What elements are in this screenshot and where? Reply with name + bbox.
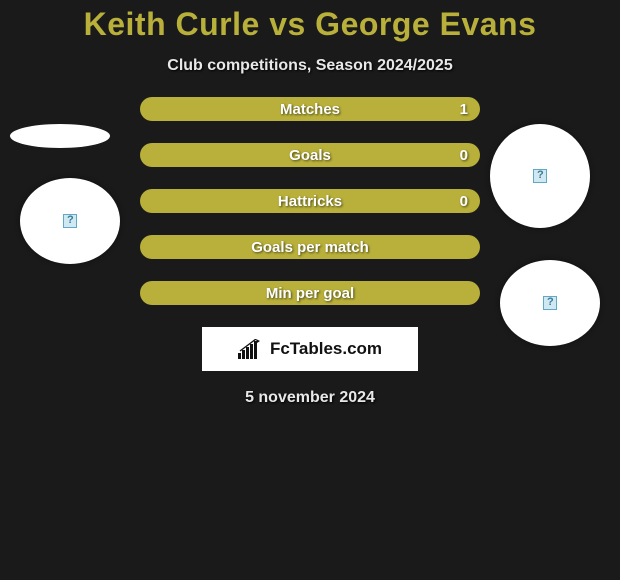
player-avatar-right-top	[490, 124, 590, 228]
decorative-ellipse	[10, 124, 110, 148]
stat-label: Matches	[280, 101, 340, 118]
stat-label: Hattricks	[278, 193, 342, 210]
avatar-placeholder-icon	[63, 214, 77, 228]
stat-right-value: 0	[460, 193, 468, 210]
update-date: 5 november 2024	[0, 389, 620, 407]
stat-label: Goals	[289, 147, 331, 164]
player-avatar-left	[20, 178, 120, 264]
stat-row-goals: Goals 0	[140, 143, 480, 167]
stat-row-goals-per-match: Goals per match	[140, 235, 480, 259]
stat-row-min-per-goal: Min per goal	[140, 281, 480, 305]
source-badge: FcTables.com	[202, 327, 418, 371]
chart-icon	[238, 339, 264, 359]
source-badge-label: FcTables.com	[270, 339, 382, 359]
stat-right-value: 1	[460, 101, 468, 118]
page-subtitle: Club competitions, Season 2024/2025	[0, 57, 620, 75]
stat-right-value: 0	[460, 147, 468, 164]
avatar-placeholder-icon	[543, 296, 557, 310]
player-avatar-right-bottom	[500, 260, 600, 346]
stat-row-hattricks: Hattricks 0	[140, 189, 480, 213]
stat-label: Goals per match	[251, 239, 369, 256]
stat-label: Min per goal	[266, 285, 354, 302]
stat-row-matches: Matches 1	[140, 97, 480, 121]
page-title: Keith Curle vs George Evans	[0, 0, 620, 43]
avatar-placeholder-icon	[533, 169, 547, 183]
